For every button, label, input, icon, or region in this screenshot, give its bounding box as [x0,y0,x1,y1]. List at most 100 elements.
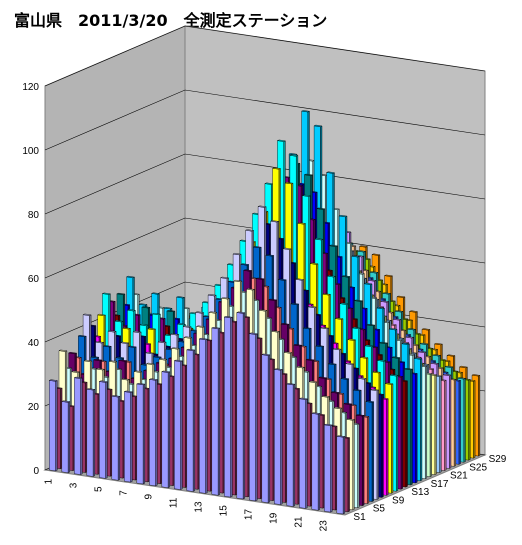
bar-top [367,279,377,282]
bar-top [282,247,292,250]
bar-side [130,391,133,483]
bar-top [73,376,84,379]
bar-side [342,436,345,515]
bar-top [269,220,280,223]
bar-front [161,371,169,489]
bar-top [170,347,181,350]
x-tick-label: 19 [268,512,279,524]
bar [286,383,296,507]
y-tick-label: 0 [33,466,39,477]
x-tick-label: 21 [293,516,304,528]
bar-side [92,389,96,477]
bar-top [366,323,376,327]
x-tick-label: 15 [218,505,229,517]
bar-top [294,278,305,281]
bar-top [458,365,469,369]
bar-top [363,282,373,285]
bar-top [392,318,402,321]
bar-top [267,298,278,301]
bar-top [371,253,381,256]
bar-top [152,355,162,358]
z-tick-label: S17 [431,479,449,490]
bar-side [217,327,221,496]
bar-top [413,357,423,360]
bar-side [105,381,108,479]
bar [86,388,96,477]
bar-top [406,328,417,331]
bar-top [345,418,356,421]
bar-top [319,326,330,330]
x-tick-label: 1 [43,479,54,485]
bar-top [315,344,325,348]
bar-top [309,262,319,265]
bar-top [313,124,323,127]
bar-top [308,380,318,383]
bar-top [378,341,389,344]
x-tick-label: 17 [243,509,254,521]
bar-side [230,316,233,498]
bar-top [302,327,312,330]
grid-line [44,217,486,279]
bar-front [99,381,106,479]
bar [61,400,71,474]
bar-front [124,391,131,483]
bar-top [58,349,68,352]
bar-side [330,424,333,513]
bar-top [175,296,186,299]
bar-side [425,365,427,480]
bar-top [182,325,192,328]
bar-top [433,342,444,346]
bar-side [444,379,447,471]
bar-top [248,332,259,335]
bar-top [86,388,96,391]
bar-top [286,383,296,386]
bar-top [144,351,155,355]
bar-top [166,309,176,313]
bar-top [261,353,271,356]
bar-top [404,336,415,339]
bar-top [389,374,399,377]
bar-top [207,294,217,297]
bar-front [174,360,181,490]
bar-top [364,344,374,347]
bar-top [419,342,429,345]
bar-top [117,359,128,362]
z-tick-label: S13 [411,487,429,498]
bar-top [61,400,71,403]
y-tick-label: 100 [22,146,39,157]
bar-side [155,379,158,487]
bar-top [151,312,162,316]
grid-line [44,25,486,87]
bar-top [403,367,414,371]
bar-front [261,354,269,504]
bar-top [355,414,365,417]
bar-top [194,311,205,314]
bar-side [167,371,171,489]
bar-top [301,194,312,197]
bar-top [232,252,242,256]
bar [73,376,84,475]
bar-top [379,300,390,303]
bar-top [333,406,343,410]
bar-top [339,302,349,305]
bar [111,395,121,481]
bar-side [463,378,466,463]
bar-side [192,349,196,492]
bar-top [283,351,293,354]
bar-top [421,328,431,331]
bar-top [242,269,253,272]
bar-top [383,274,394,277]
bar-front [311,413,319,511]
bar [48,379,59,472]
bar-side [55,380,58,472]
x-tick-label: 11 [168,497,179,508]
y-tick-label: 80 [28,210,40,221]
bar-top [307,305,317,309]
bar-top [255,277,265,280]
bar-top [384,382,394,385]
bar [248,332,259,502]
bar-top [369,271,379,274]
bar-top [161,370,171,373]
bar-top [176,323,187,326]
